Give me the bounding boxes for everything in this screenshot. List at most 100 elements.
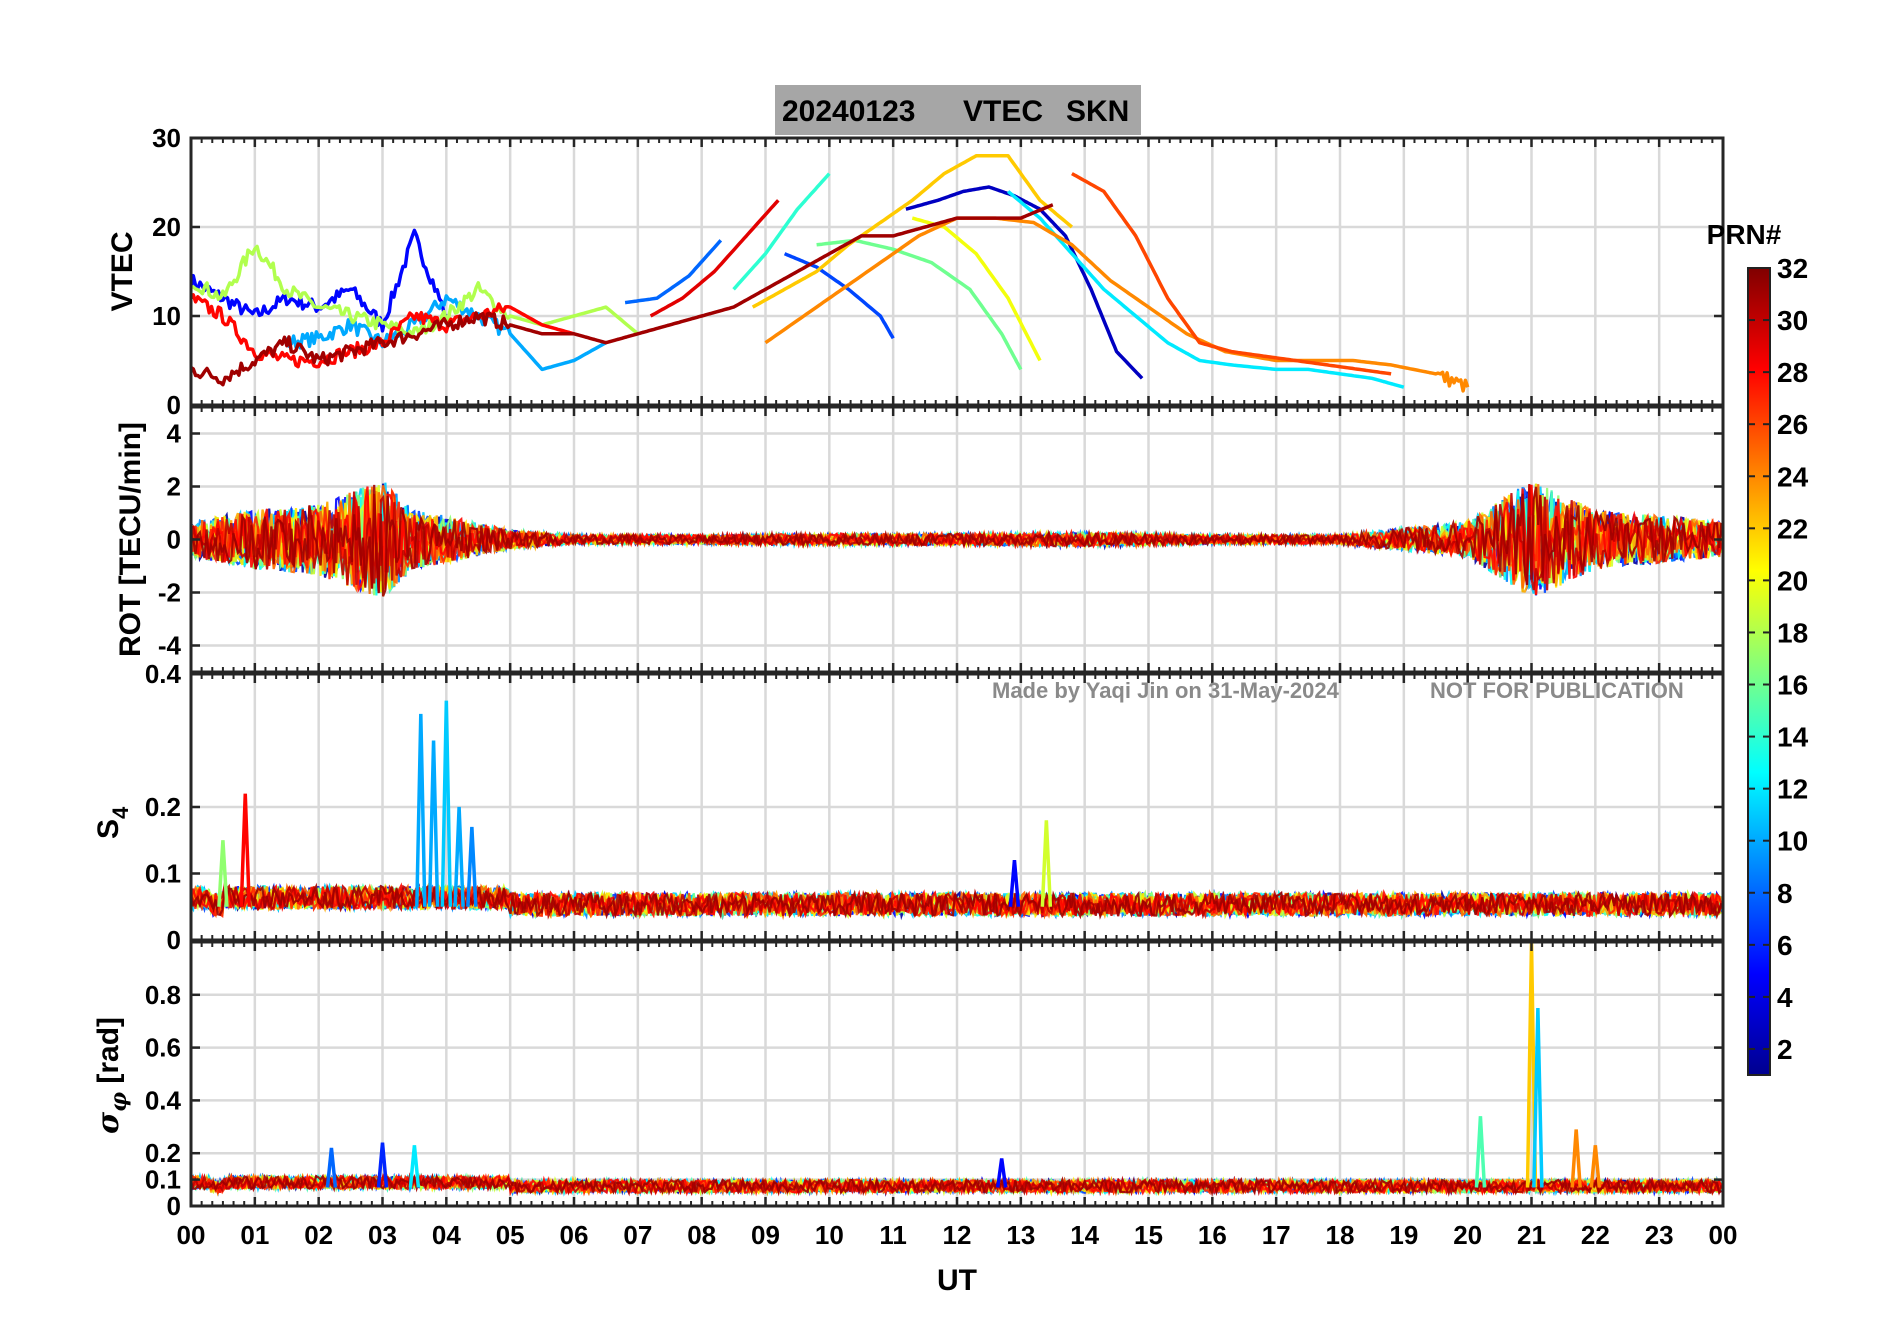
vtec-arc-prn-3: [905, 185, 1144, 380]
vtec-arc-prn-22: [751, 154, 1074, 309]
x-tick-label: 10: [815, 1220, 844, 1250]
vtec-arc-prn-8: [624, 239, 723, 305]
sigma_phi-spike: [376, 1142, 389, 1188]
y-tick-label: -2: [158, 578, 181, 608]
colorbar-tick-label: 14: [1777, 722, 1809, 753]
sigma_phi-series-prn-31: [191, 1172, 1723, 1197]
y-tick-label: 0.2: [145, 792, 181, 822]
series-group: [191, 700, 1723, 921]
vtec-arc-prn-18: [191, 244, 639, 339]
vtec-arc-prn-12: [1006, 190, 1405, 389]
s4-spike: [239, 793, 252, 907]
rot-series-prn-31: [191, 484, 1723, 597]
y-tick-label: -4: [158, 631, 182, 661]
y-tick-label: 0.8: [145, 980, 181, 1010]
y-tick-label: 0.4: [145, 1085, 182, 1115]
y-tick-label: 0.6: [145, 1033, 181, 1063]
y-tick-label: 10: [152, 301, 181, 331]
y-tick-label: 0.2: [145, 1138, 181, 1168]
y-tick-label: 0.1: [145, 1165, 181, 1195]
panel-rot: -4 -2 0 2 4 ROT [TECU/min]: [114, 405, 1725, 674]
title-date: 20240123: [782, 95, 915, 128]
series-group: [191, 942, 1723, 1197]
x-tick-label: 06: [560, 1220, 589, 1250]
vtec-arc-prn-7: [783, 252, 895, 340]
y-tick-label: 0: [167, 525, 181, 555]
x-tick-label: 17: [1262, 1220, 1291, 1250]
colorbar-tick-label: 28: [1777, 357, 1808, 388]
sigma_phi-spike: [1474, 1116, 1487, 1188]
watermark-credit: Made by Yaqi Jin on 31-May-2024: [992, 678, 1340, 703]
rot-series-prn-28: [191, 484, 1723, 596]
colorbar-tick-label: 22: [1777, 513, 1808, 544]
x-tick-label: 18: [1326, 1220, 1355, 1250]
y-axis-label-sigma: σ: [91, 1111, 126, 1134]
x-tick-label: 14: [1070, 1220, 1099, 1250]
colorbar-tick-label: 26: [1777, 409, 1808, 440]
x-tick-label: 19: [1389, 1220, 1418, 1250]
colorbar-tick-label: 2: [1777, 1034, 1793, 1065]
colorbar-label: PRN#: [1707, 219, 1782, 250]
y-axis-label-subscript: 4: [108, 806, 133, 819]
sigma_phi-spike: [408, 1145, 421, 1188]
x-tick-label: 23: [1645, 1220, 1674, 1250]
y-axis-label: VTEC: [106, 231, 139, 311]
s4-spike: [453, 806, 465, 907]
y-tick-label: 30: [152, 123, 181, 153]
colorbar-tick-label: 8: [1777, 878, 1793, 909]
title-quantity: VTEC: [963, 95, 1043, 128]
y-tick-label: 0.1: [145, 859, 181, 889]
s4-spike: [415, 713, 427, 907]
x-tick-label: 07: [623, 1220, 652, 1250]
s4-spike: [466, 826, 478, 907]
y-tick-label: 2: [167, 472, 181, 502]
x-tick-label: 01: [240, 1220, 269, 1250]
sigma_phi-spike: [325, 1147, 338, 1188]
x-tick-label: 16: [1198, 1220, 1227, 1250]
colorbar-tick-label: 30: [1777, 305, 1808, 336]
vtec-arc-prn-31: [191, 203, 1054, 387]
y-tick-label: 0.4: [145, 659, 182, 689]
series-group: [191, 154, 1470, 393]
s4-spike: [1008, 860, 1021, 907]
s4-series-prn-31: [191, 882, 1723, 920]
x-tick-label: 05: [496, 1220, 525, 1250]
sigma_phi-spike: [1570, 1129, 1582, 1188]
x-tick-label: 00: [1709, 1220, 1738, 1250]
vtec-arc-prn-26: [1071, 172, 1392, 376]
x-tick-label: 15: [1134, 1220, 1163, 1250]
x-tick-label: 11: [879, 1220, 907, 1250]
colorbar-tick-label: 10: [1777, 826, 1808, 857]
s4-spike: [427, 740, 440, 907]
x-tick-label: 20: [1453, 1220, 1482, 1250]
x-tick-label: 00: [177, 1220, 206, 1250]
x-tick-label: 02: [304, 1220, 333, 1250]
vtec-arc-prn-16: [816, 238, 1023, 371]
sigma_phi-spike: [1532, 1007, 1544, 1188]
colorbar-tick-label: 12: [1777, 774, 1808, 805]
y-axis-label: ROT [TECU/min]: [114, 422, 147, 657]
x-tick-label: 08: [687, 1220, 716, 1250]
y-tick-label: 0: [167, 925, 181, 955]
s4-spike: [1040, 820, 1053, 907]
colorbar-tick-label: 32: [1777, 253, 1808, 284]
colorbar-tick-label: 16: [1777, 670, 1808, 701]
title-station: SKN: [1066, 95, 1129, 128]
sigma_phi-series-prn-30: [191, 1172, 1723, 1197]
x-tick-label: 09: [751, 1220, 780, 1250]
vtec-arc-prn-29: [649, 199, 780, 318]
vtec-arc-prn-14: [732, 172, 831, 291]
panel-s4: 0 0.1 0.2 0.4 S4: [92, 659, 1725, 955]
x-tick-label: 21: [1517, 1220, 1546, 1250]
colorbar-tick-label: 24: [1777, 461, 1809, 492]
sigma_phi-spike: [995, 1158, 1008, 1188]
panel-sigma_phi: 00.10.2 0.4 0.6 0.8 σφ [rad] 00 01 02 03 04 05 06 07…: [91, 940, 1738, 1250]
y-axis-label: S4: [92, 806, 133, 839]
s4-spike: [217, 840, 229, 907]
x-tick-label: 13: [1006, 1220, 1035, 1250]
colorbar-gradient: [1747, 267, 1771, 1076]
